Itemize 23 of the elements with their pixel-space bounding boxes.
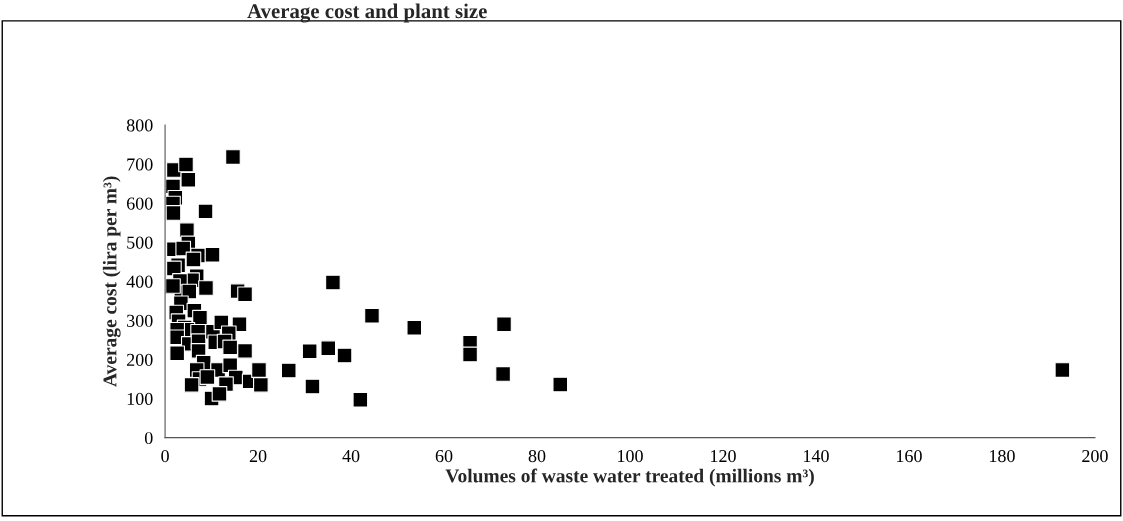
- x-tick-label: 140: [804, 449, 829, 463]
- x-tick-label: 160: [897, 449, 922, 463]
- x-tick-label: 40: [342, 449, 360, 463]
- y-tick-label: 100: [127, 392, 153, 406]
- x-axis-title: Volumes of waste water treated (millions m³): [445, 468, 814, 487]
- chart-title: Average cost and plant size: [247, 3, 487, 23]
- y-tick-label: 200: [126, 353, 153, 366]
- x-tick-label: 180: [989, 449, 1015, 463]
- y-tick-label: 600: [126, 197, 153, 210]
- y-tick-label: 700: [127, 158, 153, 171]
- y-tick-label: 400: [126, 275, 153, 288]
- y-tick-label: 800: [126, 119, 153, 132]
- x-tick-label: 0: [161, 449, 169, 463]
- x-tick-label: 80: [528, 449, 546, 463]
- x-tick-label: 120: [711, 449, 736, 463]
- y-tick-label: 0: [144, 431, 153, 445]
- x-tick-label: 60: [435, 449, 453, 463]
- x-tick-label: 20: [249, 449, 267, 463]
- y-tick-label: 300: [127, 314, 153, 327]
- x-tick-label: 100: [618, 449, 643, 463]
- x-tick-label: 200: [1082, 449, 1108, 463]
- y-tick-label: 500: [127, 236, 153, 249]
- y-axis-title: Average cost (lira per m³): [102, 176, 121, 387]
